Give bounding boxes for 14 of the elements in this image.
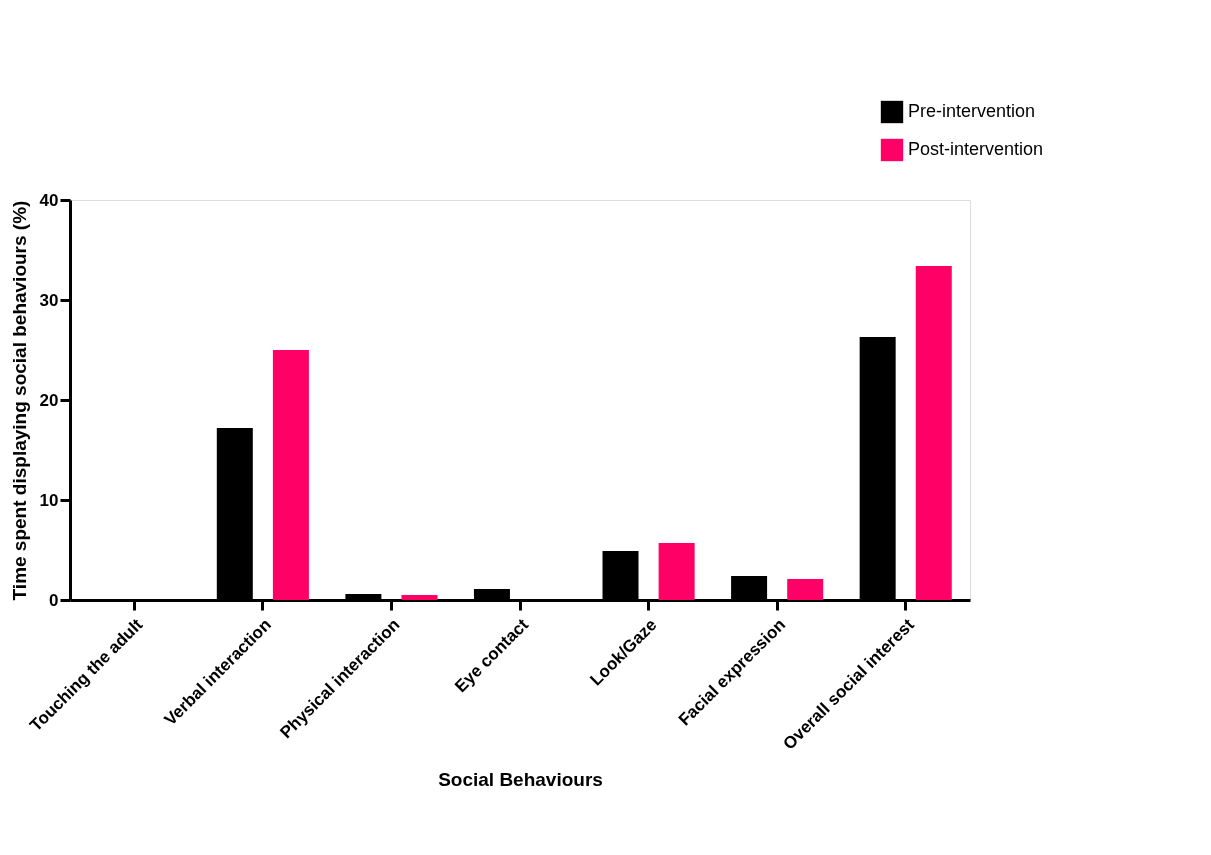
y-tick-label: 30	[39, 290, 59, 310]
legend-label: Post-intervention	[908, 139, 1044, 159]
y-tick-label: 0	[49, 590, 59, 610]
bar	[658, 543, 695, 600]
bar	[401, 595, 438, 600]
y-axis-title: Time spent displaying social behaviours (%)	[8, 200, 30, 601]
bar	[787, 579, 824, 600]
bar	[915, 266, 952, 600]
bar	[272, 350, 309, 600]
legend-label: Pre-intervention	[908, 101, 1036, 121]
y-tick-label: 40	[39, 190, 59, 210]
y-tick-label: 20	[39, 390, 59, 410]
y-tick-label: 10	[39, 490, 59, 510]
x-axis-title: Social Behaviours	[438, 768, 603, 790]
